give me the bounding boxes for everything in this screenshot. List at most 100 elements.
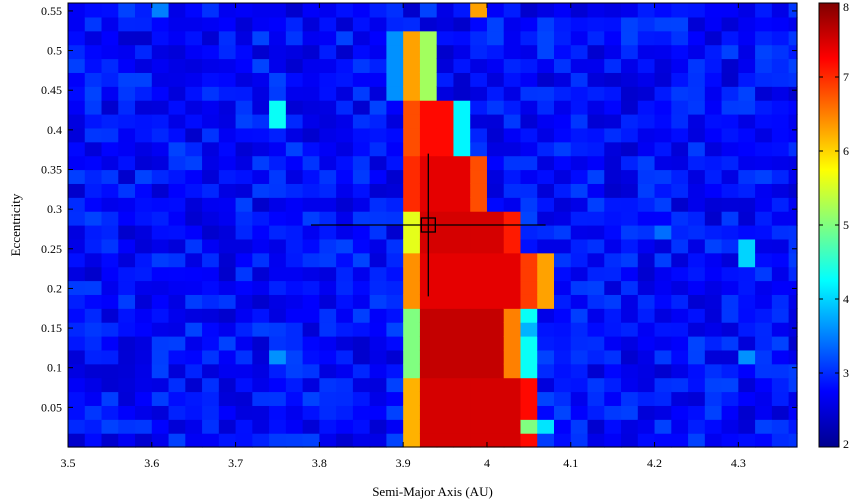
heatmap-cell (84, 72, 103, 87)
heatmap-cell (151, 72, 170, 87)
heatmap-cell (252, 294, 270, 309)
heatmap-cell (436, 44, 455, 60)
heatmap-cell (403, 280, 421, 295)
heatmap-cell (503, 155, 522, 171)
heatmap-cell (235, 16, 253, 32)
heatmap-cell (520, 238, 538, 254)
heatmap-cell (537, 266, 555, 282)
heatmap-cell (319, 169, 337, 184)
heatmap-cell (604, 155, 622, 171)
heatmap-cell (319, 363, 337, 379)
heatmap-cell (587, 169, 605, 184)
heatmap-cell (486, 294, 505, 309)
heatmap-cell (453, 3, 471, 18)
heatmap-cell (621, 336, 639, 351)
heatmap-cell (453, 155, 471, 171)
heatmap-cell (386, 141, 404, 157)
heatmap-cell (168, 72, 186, 87)
heatmap-cell (168, 419, 186, 434)
heatmap-cell (118, 391, 136, 406)
heatmap-cell (688, 377, 706, 393)
heatmap-cell (419, 308, 438, 323)
heatmap-cell (101, 363, 119, 379)
heatmap-cell (621, 197, 639, 212)
heatmap-cell (336, 266, 354, 282)
heatmap-cell (721, 322, 739, 337)
heatmap-cell (637, 266, 656, 282)
heatmap-cell (470, 127, 488, 143)
heatmap-cell (654, 238, 672, 254)
heatmap-cell (218, 433, 237, 448)
heatmap-cell (453, 58, 471, 73)
heatmap-cell (302, 266, 320, 282)
heatmap-cell (419, 86, 438, 101)
heatmap-cell (386, 86, 404, 101)
heatmap-cell (453, 100, 471, 115)
heatmap-cell (419, 336, 438, 351)
heatmap-cell (637, 114, 656, 129)
heatmap-cell (302, 114, 320, 129)
heatmap-cell (788, 30, 798, 46)
heatmap-cell (771, 3, 790, 18)
heatmap-cell (520, 100, 538, 115)
heatmap-cell (185, 3, 203, 18)
heatmap-cell (520, 225, 538, 240)
heatmap-cell (570, 294, 589, 309)
colorbar-tick-label: 3 (843, 366, 849, 380)
heatmap-cell (637, 280, 656, 295)
heatmap-cell (621, 433, 639, 448)
heatmap-cell (688, 349, 706, 365)
heatmap-cell (352, 16, 371, 32)
heatmap-cell (587, 30, 605, 46)
heatmap-cell (151, 391, 170, 406)
heatmap-cell (704, 322, 723, 337)
heatmap-cell (84, 155, 103, 171)
heatmap-cell (738, 349, 756, 365)
heatmap-cell (554, 58, 572, 73)
heatmap-cell (218, 16, 237, 32)
heatmap-cell (269, 225, 287, 240)
heatmap-cell (654, 266, 672, 282)
heatmap-cell (704, 72, 723, 87)
heatmap-cell (302, 433, 320, 448)
heatmap-cell (470, 211, 488, 226)
heatmap-cell (336, 58, 354, 73)
heatmap-cell (671, 72, 689, 87)
heatmap-cell (302, 197, 320, 212)
heatmap-cell (470, 433, 488, 448)
heatmap-cell (537, 72, 555, 87)
heatmap-cell (101, 225, 119, 240)
heatmap-cell (352, 349, 371, 365)
heatmap-cell (302, 336, 320, 351)
heatmap-cell (252, 86, 270, 101)
heatmap-cell (537, 197, 555, 212)
heatmap-cell (654, 114, 672, 129)
heatmap-cell (185, 30, 203, 46)
heatmap-cell (252, 433, 270, 448)
heatmap-cell (788, 197, 798, 212)
heatmap-cell (386, 100, 404, 115)
heatmap-cell (637, 72, 656, 87)
heatmap-cell (654, 391, 672, 406)
heatmap-cell (84, 280, 103, 295)
heatmap-cell (218, 30, 237, 46)
heatmap-cell (470, 141, 488, 157)
heatmap-cell (218, 280, 237, 295)
heatmap-cell (101, 238, 119, 254)
heatmap-cell (537, 363, 555, 379)
heatmap-cell (570, 419, 589, 434)
heatmap-cell (570, 377, 589, 393)
heatmap-cell (118, 280, 136, 295)
heatmap-cell (285, 155, 304, 171)
heatmap-cell (520, 58, 538, 73)
heatmap-cell (68, 3, 86, 18)
heatmap-cell (587, 238, 605, 254)
heatmap-cell (352, 86, 371, 101)
heatmap-cell (168, 3, 186, 18)
heatmap-cell (755, 294, 773, 309)
heatmap-cell (788, 169, 798, 184)
y-tick-label: 0.05 (41, 400, 62, 414)
heatmap-cell (486, 169, 505, 184)
heatmap-cell (587, 419, 605, 434)
heatmap-cell (135, 169, 153, 184)
